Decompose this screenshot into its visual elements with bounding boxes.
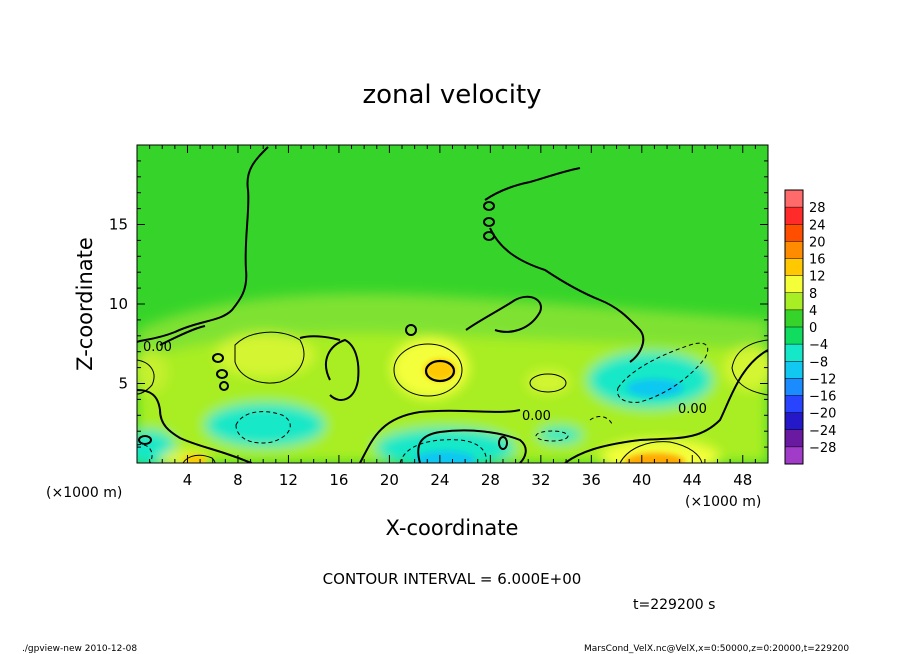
contour-interval-text: CONTOUR INTERVAL = 6.000E+00 <box>323 570 582 588</box>
colorbar-swatch <box>785 429 803 448</box>
colorbar-swatch <box>785 344 803 362</box>
colorbar-label: −8 <box>809 355 828 370</box>
x-axis-title: X-coordinate <box>386 516 519 540</box>
colorbar-swatch <box>785 207 803 225</box>
footer-right: MarsCond_VelX.nc@VelX,x=0:50000,z=0:2000… <box>584 644 849 654</box>
x-tick-label: 12 <box>279 471 298 489</box>
positive-contours <box>137 331 768 463</box>
colorbar-swatch <box>785 395 803 413</box>
x-tick-label: 4 <box>183 471 193 489</box>
colorbar-label: −16 <box>809 390 836 405</box>
y-tick-label: 5 <box>118 375 128 393</box>
contour-label: 0.00 <box>522 409 551 424</box>
colorbar-swatch <box>785 224 803 242</box>
max-contour <box>424 359 456 383</box>
colorbar-label: −12 <box>809 372 836 387</box>
colorbar-label: −20 <box>809 407 836 422</box>
colorbar-swatch <box>785 309 803 328</box>
y-axis: 5 10 15 <box>109 144 768 464</box>
colorbar-swatch <box>785 446 803 465</box>
x-tick-label: 40 <box>632 471 651 489</box>
negative-contours <box>137 342 709 463</box>
colorbar: 28 24 20 16 12 8 4 0 −4 −8 −12 −16 −20 −24 −28 <box>784 189 836 465</box>
colorbar-label: −24 <box>809 424 836 439</box>
colorbar-label: 16 <box>809 253 826 268</box>
x-tick-label: 24 <box>430 471 449 489</box>
colorbar-swatch <box>785 241 803 259</box>
colorbar-swatch <box>785 361 803 379</box>
contour-label: 0.00 <box>143 340 172 355</box>
colorbar-swatch <box>785 258 803 276</box>
colorbar-label: 24 <box>809 218 826 233</box>
colorbar-swatch <box>785 378 803 396</box>
colorbar-swatch <box>785 327 803 345</box>
plot-area: 0.00 0.00 0.00 <box>137 145 768 463</box>
x-tick-label: 48 <box>733 471 752 489</box>
colorbar-swatch <box>785 190 803 208</box>
colorbar-label: 4 <box>809 304 817 319</box>
x-tick-label: 36 <box>582 471 601 489</box>
colorbar-label: 0 <box>809 321 817 336</box>
contour-label: 0.00 <box>678 402 707 417</box>
colorbar-label: −28 <box>809 441 836 456</box>
x-tick-label: 8 <box>233 471 243 489</box>
colorbar-label: 20 <box>809 235 826 250</box>
x-unit-label: (×1000 m) <box>46 485 122 501</box>
y-unit-label: (×1000 m) <box>685 494 761 510</box>
y-tick-label: 10 <box>109 295 128 313</box>
colorbar-label: 28 <box>809 201 826 216</box>
heatmap-extrema <box>183 359 685 463</box>
x-tick-label: 32 <box>531 471 550 489</box>
colorbar-label: −4 <box>809 338 828 353</box>
colorbar-swatch <box>785 275 803 294</box>
time-text: t=229200 s <box>633 597 715 613</box>
x-axis: 4 8 12 16 20 24 28 32 36 40 44 48 <box>136 145 769 489</box>
colorbar-label: 8 <box>809 287 817 302</box>
zero-contour-islands <box>138 201 508 450</box>
x-tick-label: 28 <box>481 471 500 489</box>
colorbar-label: 12 <box>809 270 826 285</box>
colorbar-swatch <box>785 292 803 311</box>
x-tick-label: 44 <box>683 471 702 489</box>
chart-title: zonal velocity <box>362 80 541 110</box>
y-axis-title: Z-coordinate <box>73 237 97 371</box>
x-tick-label: 16 <box>329 471 348 489</box>
colorbar-swatch <box>785 412 803 431</box>
zero-contours <box>137 146 768 463</box>
x-tick-label: 20 <box>380 471 399 489</box>
y-tick-label: 15 <box>109 216 128 234</box>
footer-left: ./gpview-new 2010-12-08 <box>22 644 137 654</box>
